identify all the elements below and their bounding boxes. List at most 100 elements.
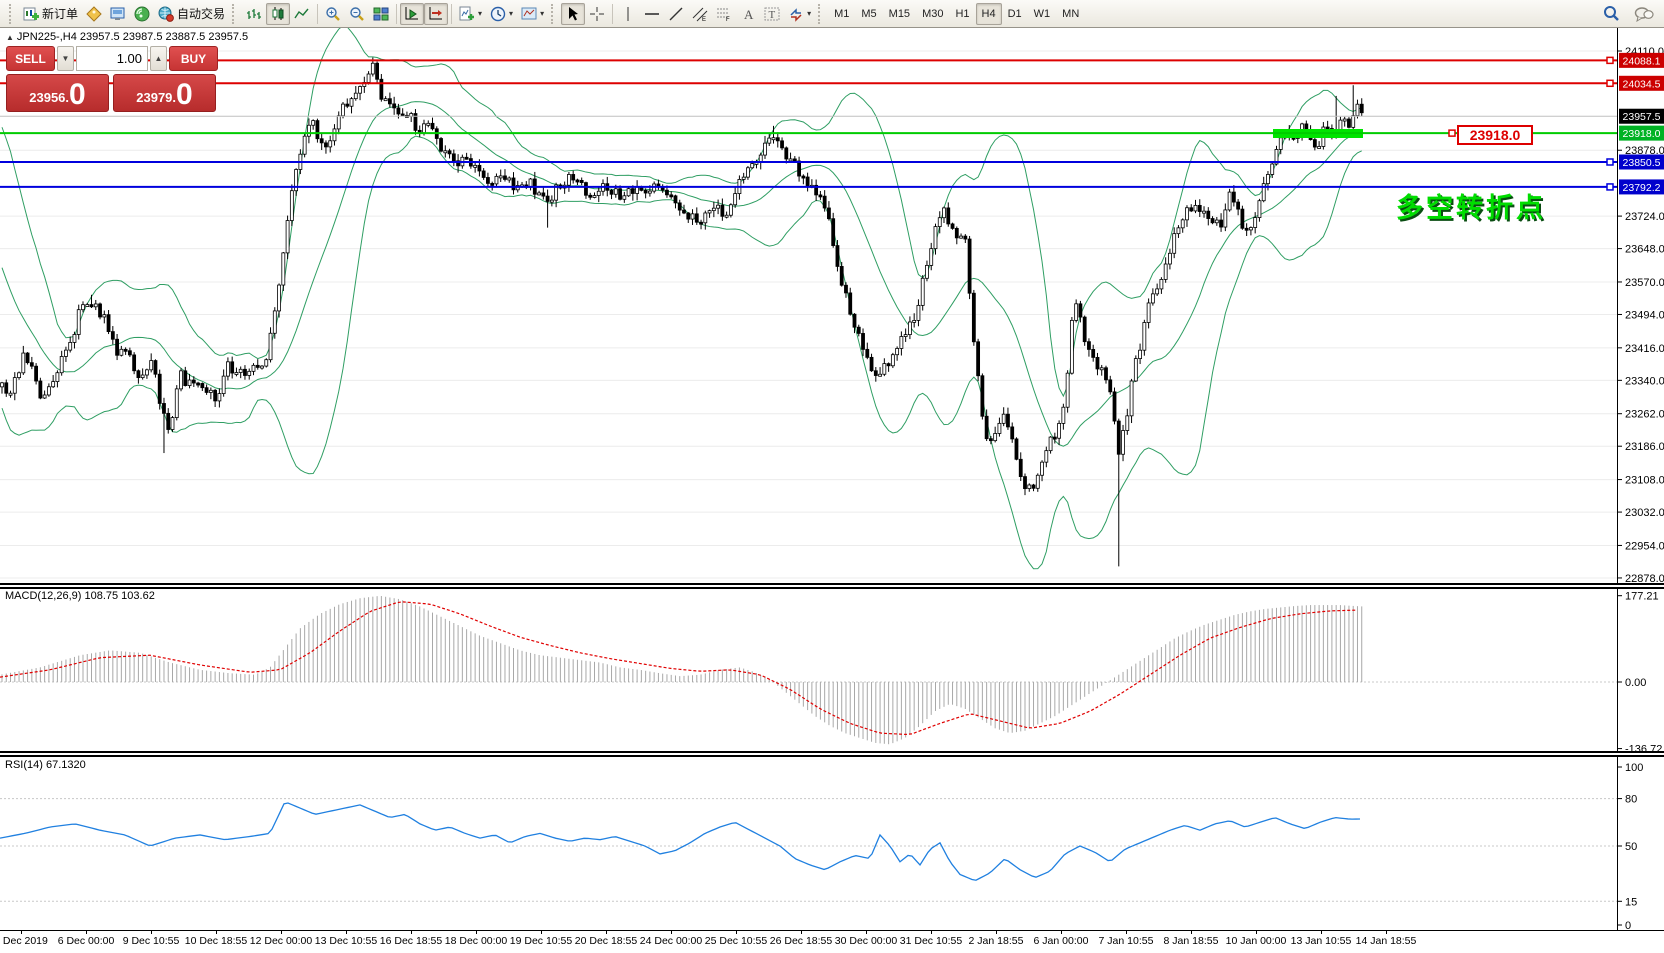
time-axis-label: 4 Dec 2019 xyxy=(0,935,48,947)
toolbar-separator xyxy=(317,3,319,24)
group-handle[interactable] xyxy=(551,3,558,24)
new-order-button[interactable]: 新订单 xyxy=(19,3,82,25)
cursor-icon xyxy=(569,6,579,20)
svg-text:15: 15 xyxy=(1625,896,1637,908)
vertical-line-tool[interactable] xyxy=(616,3,640,25)
svg-text:F: F xyxy=(726,17,730,22)
time-tick xyxy=(1256,931,1257,934)
timeframe-m1[interactable]: M1 xyxy=(834,7,850,20)
chat-button[interactable] xyxy=(1630,3,1658,25)
search-button[interactable] xyxy=(1599,3,1624,25)
channel-icon: E xyxy=(692,7,708,22)
svg-text:23570.0: 23570.0 xyxy=(1625,277,1664,289)
terminal-button[interactable] xyxy=(106,3,130,25)
svg-text:22954.0: 22954.0 xyxy=(1625,540,1664,552)
volume-increase-button[interactable]: ▲ xyxy=(150,46,167,71)
periods-button[interactable]: ▾ xyxy=(486,3,517,25)
svg-text:23416.0: 23416.0 xyxy=(1625,343,1664,355)
toolbar-separator xyxy=(451,3,453,24)
horizontal-level-lines xyxy=(0,56,1617,191)
text-tool[interactable]: A xyxy=(736,3,760,25)
chart-title-row: ▲ JPN225-,H4 23957.5 23987.5 23887.5 2395… xyxy=(6,31,248,43)
price-gridlines xyxy=(0,50,1617,579)
text-label-tool[interactable]: T xyxy=(760,3,784,25)
svg-text:0.00: 0.00 xyxy=(1625,677,1646,689)
time-axis-label: 20 Dec 18:55 xyxy=(574,935,638,947)
new-order-label: 新订单 xyxy=(42,7,79,21)
macd-panel-canvas[interactable]: 177.21 0.00 -136.72 xyxy=(0,589,1664,751)
timeframe-m30[interactable]: M30 xyxy=(922,7,944,20)
svg-text:100: 100 xyxy=(1625,762,1643,774)
zoom-out-icon xyxy=(350,6,364,21)
svg-text:23850.5: 23850.5 xyxy=(1623,157,1661,169)
trendline-tool[interactable] xyxy=(664,3,688,25)
group-handle[interactable] xyxy=(818,3,825,24)
svg-text:T: T xyxy=(769,9,776,21)
svg-text:80: 80 xyxy=(1625,794,1637,806)
toolbar-right-icons xyxy=(1599,3,1658,25)
candlestick-mode-button[interactable] xyxy=(266,2,291,25)
svg-text:23724.0: 23724.0 xyxy=(1625,211,1664,223)
bar-chart-mode-button[interactable] xyxy=(242,3,266,25)
chart-shift-button[interactable] xyxy=(424,2,449,25)
tile-windows-icon xyxy=(373,7,389,20)
price-level-tag[interactable]: 23918.0 xyxy=(1457,125,1533,145)
tile-windows-button[interactable] xyxy=(369,3,393,25)
time-axis-label: 31 Dec 10:55 xyxy=(899,935,963,947)
horizontal-line-tool[interactable] xyxy=(640,3,664,25)
timeframe-d1[interactable]: D1 xyxy=(1007,7,1022,20)
svg-text:50: 50 xyxy=(1625,841,1637,853)
panel-separator[interactable] xyxy=(0,583,1664,589)
time-axis-label: 19 Dec 10:55 xyxy=(509,935,573,947)
crosshair-tool-button[interactable] xyxy=(585,3,609,25)
equidistant-channel-tool[interactable]: E xyxy=(688,3,712,25)
timeframe-mn[interactable]: MN xyxy=(1062,7,1080,20)
auto-trading-button[interactable]: 自动交易 xyxy=(154,3,229,25)
arrows-caret: ▾ xyxy=(807,8,812,18)
time-tick xyxy=(541,931,542,934)
rsi-panel-canvas[interactable]: 100 80 50 15 0 xyxy=(0,757,1664,930)
collapse-icon[interactable]: ▲ xyxy=(6,33,14,42)
cursor-tool-button[interactable] xyxy=(561,2,586,25)
zoom-in-button[interactable] xyxy=(321,3,345,25)
indicators-icon xyxy=(459,6,475,20)
templates-button[interactable]: ▾ xyxy=(517,3,548,25)
indicators-button[interactable]: ▾ xyxy=(455,3,486,25)
svg-text:23957.5: 23957.5 xyxy=(1623,111,1661,123)
sell-price-button[interactable]: 23956. 0 xyxy=(6,74,109,112)
timeframe-m15[interactable]: M15 xyxy=(888,7,911,20)
auto-trading-label: 自动交易 xyxy=(177,7,226,21)
market-watch-button[interactable] xyxy=(82,3,106,25)
main-chart-canvas[interactable]: 24110.023878.023724.023648.023570.023494… xyxy=(0,28,1664,583)
templates-caret: ▾ xyxy=(540,8,545,18)
panel-separator[interactable] xyxy=(0,751,1664,757)
rsi-line xyxy=(0,802,1361,881)
arrows-tool[interactable]: ▾ xyxy=(784,3,815,25)
timeframe-h1[interactable]: H1 xyxy=(955,7,970,20)
indicators-caret: ▾ xyxy=(478,8,483,18)
time-axis-label: 24 Dec 00:00 xyxy=(639,935,703,947)
volume-input[interactable]: 1.00 xyxy=(76,46,148,71)
toolbar-drag-handle[interactable] xyxy=(9,3,16,24)
arrows-icon xyxy=(790,7,802,22)
volume-decrease-button[interactable]: ▼ xyxy=(57,46,74,71)
vertical-line-icon xyxy=(627,6,629,21)
signals-button[interactable] xyxy=(130,3,154,25)
timeframe-h4[interactable]: H4 xyxy=(975,2,1002,25)
buy-button[interactable]: BUY xyxy=(169,46,218,71)
search-icon xyxy=(1604,6,1619,21)
sell-button[interactable]: SELL xyxy=(6,46,55,71)
time-axis[interactable]: 4 Dec 2019 6 Dec 00:00 9 Dec 10:55 10 Dec 1… xyxy=(0,930,1664,953)
time-tick xyxy=(1321,931,1322,934)
group-handle[interactable] xyxy=(232,3,239,24)
timeframe-m5[interactable]: M5 xyxy=(861,7,877,20)
auto-trading-icon xyxy=(158,6,174,22)
price-axis: 24110.023878.023724.023648.023570.023494… xyxy=(1617,28,1664,583)
time-tick xyxy=(931,931,932,934)
timeframe-w1[interactable]: W1 xyxy=(1033,7,1051,20)
fibonacci-tool[interactable]: F xyxy=(712,3,736,25)
auto-scroll-button[interactable] xyxy=(400,2,425,25)
buy-price-button[interactable]: 23979. 0 xyxy=(113,74,216,112)
line-chart-mode-button[interactable] xyxy=(290,3,314,25)
zoom-out-button[interactable] xyxy=(345,3,369,25)
